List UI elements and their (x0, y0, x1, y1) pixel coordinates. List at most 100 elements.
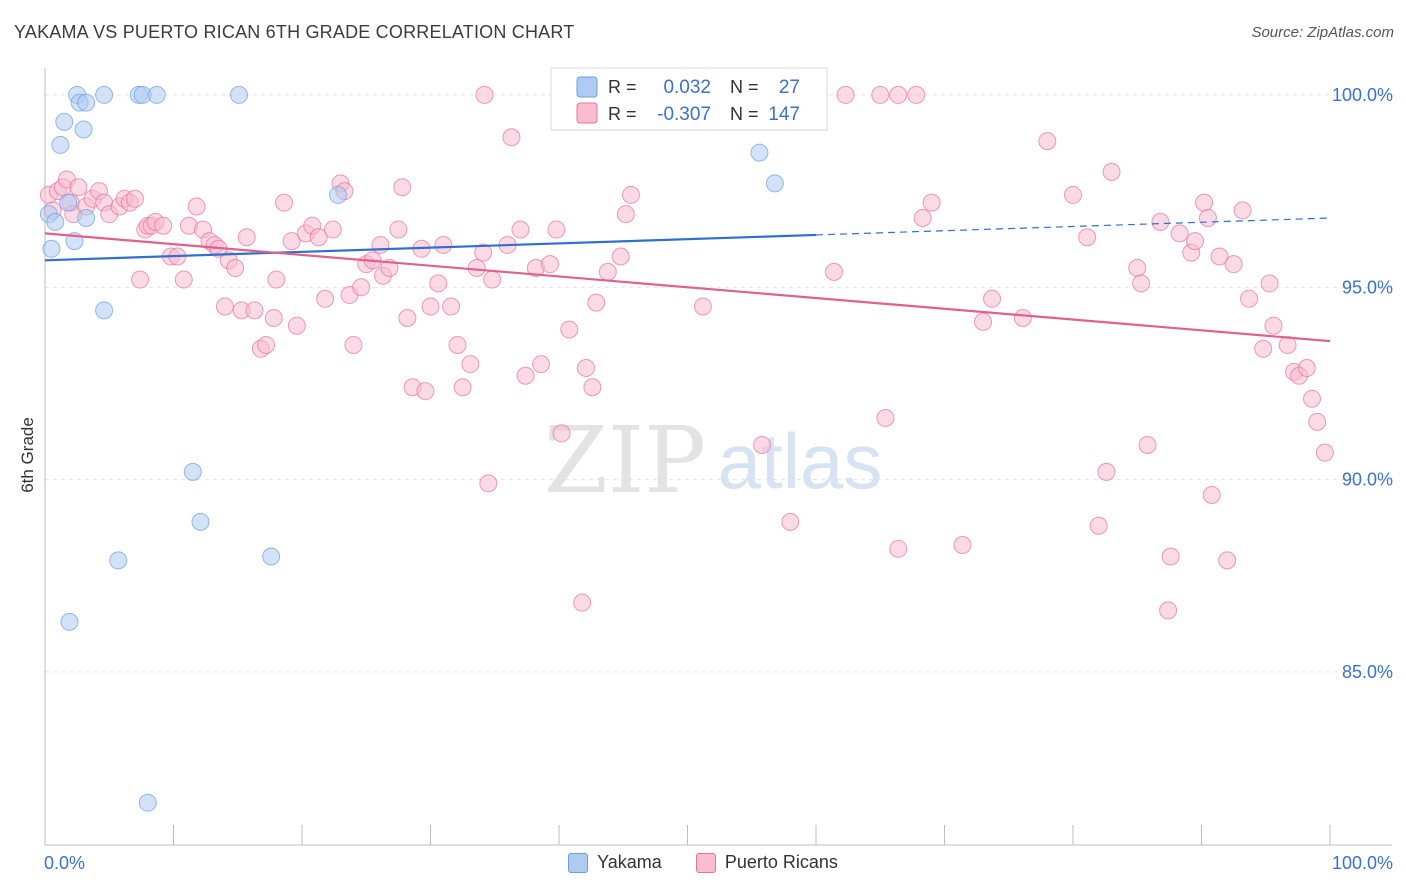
point-yakama-17[interactable] (95, 301, 114, 320)
point-puerto-ricans-133[interactable] (1195, 193, 1214, 212)
point-yakama-15[interactable] (147, 85, 166, 104)
point-puerto-ricans-85[interactable] (547, 220, 566, 239)
point-puerto-ricans-138[interactable] (1224, 255, 1243, 274)
point-puerto-ricans-106[interactable] (836, 85, 855, 104)
point-yakama-5[interactable] (59, 193, 78, 212)
point-puerto-ricans-142[interactable] (1260, 274, 1279, 293)
point-puerto-ricans-72[interactable] (461, 355, 480, 374)
point-puerto-ricans-69[interactable] (442, 297, 461, 316)
point-puerto-ricans-147[interactable] (1297, 359, 1316, 378)
point-yakama-25[interactable] (750, 143, 769, 162)
point-puerto-ricans-132[interactable] (1186, 232, 1205, 251)
point-puerto-ricans-149[interactable] (1308, 412, 1327, 431)
point-puerto-ricans-59[interactable] (380, 259, 399, 278)
point-yakama-12[interactable] (95, 85, 114, 104)
point-puerto-ricans-92[interactable] (598, 262, 617, 281)
point-puerto-ricans-119[interactable] (1064, 185, 1082, 204)
point-yakama-21[interactable] (191, 512, 210, 531)
legend-item-puerto-ricans[interactable]: Puerto Ricans (695, 852, 838, 873)
point-puerto-ricans-150[interactable] (1315, 443, 1334, 462)
point-puerto-ricans-53[interactable] (344, 335, 363, 354)
point-puerto-ricans-124[interactable] (1128, 259, 1147, 278)
point-puerto-ricans-47[interactable] (309, 228, 328, 247)
point-yakama-18[interactable] (109, 551, 128, 570)
point-puerto-ricans-91[interactable] (587, 293, 606, 312)
point-puerto-ricans-104[interactable] (781, 512, 800, 531)
point-puerto-ricans-39[interactable] (257, 335, 276, 354)
point-yakama-10[interactable] (74, 120, 93, 139)
point-puerto-ricans-86[interactable] (552, 424, 571, 443)
point-puerto-ricans-137[interactable] (1218, 551, 1237, 570)
point-yakama-3[interactable] (55, 112, 74, 131)
point-puerto-ricans-117[interactable] (1013, 309, 1032, 328)
point-puerto-ricans-105[interactable] (824, 262, 843, 281)
point-puerto-ricans-136[interactable] (1210, 247, 1229, 266)
point-puerto-ricans-60[interactable] (389, 220, 408, 239)
point-puerto-ricans-95[interactable] (621, 185, 640, 204)
point-puerto-ricans-48[interactable] (316, 289, 335, 308)
point-puerto-ricans-61[interactable] (393, 178, 412, 197)
point-puerto-ricans-67[interactable] (429, 274, 448, 293)
point-puerto-ricans-77[interactable] (475, 85, 494, 104)
point-puerto-ricans-116[interactable] (983, 289, 1002, 308)
point-yakama-24[interactable] (328, 185, 347, 204)
point-puerto-ricans-57[interactable] (371, 235, 390, 254)
point-puerto-ricans-87[interactable] (560, 320, 579, 339)
point-puerto-ricans-79[interactable] (502, 128, 521, 147)
point-yakama-22[interactable] (262, 547, 281, 566)
point-puerto-ricans-103[interactable] (753, 435, 772, 454)
point-puerto-ricans-143[interactable] (1264, 316, 1283, 335)
point-puerto-ricans-37[interactable] (245, 301, 264, 320)
point-puerto-ricans-54[interactable] (352, 278, 371, 297)
point-puerto-ricans-135[interactable] (1202, 485, 1221, 504)
point-puerto-ricans-43[interactable] (282, 232, 301, 251)
point-puerto-ricans-36[interactable] (237, 228, 256, 247)
point-yakama-19[interactable] (60, 612, 79, 631)
point-puerto-ricans-71[interactable] (453, 378, 472, 397)
point-puerto-ricans-81[interactable] (516, 366, 535, 385)
point-puerto-ricans-70[interactable] (448, 335, 467, 354)
point-puerto-ricans-126[interactable] (1138, 435, 1157, 454)
point-puerto-ricans-120[interactable] (1078, 228, 1097, 247)
point-puerto-ricans-130[interactable] (1170, 224, 1189, 243)
point-puerto-ricans-74[interactable] (474, 243, 493, 262)
point-puerto-ricans-114[interactable] (953, 535, 972, 554)
point-puerto-ricans-34[interactable] (226, 259, 245, 278)
point-puerto-ricans-84[interactable] (541, 255, 560, 274)
point-yakama-23[interactable] (138, 793, 157, 812)
point-puerto-ricans-112[interactable] (913, 209, 932, 228)
point-puerto-ricans-148[interactable] (1303, 389, 1322, 408)
point-yakama-1[interactable] (42, 239, 61, 258)
point-puerto-ricans-76[interactable] (483, 270, 502, 289)
point-puerto-ricans-93[interactable] (611, 247, 630, 266)
point-puerto-ricans-90[interactable] (583, 378, 602, 397)
point-puerto-ricans-44[interactable] (287, 316, 306, 335)
point-puerto-ricans-125[interactable] (1132, 274, 1151, 293)
point-puerto-ricans-128[interactable] (1159, 601, 1178, 620)
point-puerto-ricans-65[interactable] (416, 382, 435, 401)
point-puerto-ricans-140[interactable] (1240, 289, 1259, 308)
point-puerto-ricans-113[interactable] (922, 193, 941, 212)
point-yakama-9[interactable] (77, 93, 96, 112)
point-puerto-ricans-127[interactable] (1151, 212, 1170, 231)
point-puerto-ricans-123[interactable] (1102, 162, 1121, 181)
point-yakama-2[interactable] (46, 212, 65, 231)
point-yakama-20[interactable] (183, 462, 202, 481)
point-puerto-ricans-110[interactable] (889, 539, 908, 558)
legend-item-yakama[interactable]: Yakama (568, 852, 662, 873)
point-puerto-ricans-27[interactable] (187, 197, 206, 216)
point-puerto-ricans-107[interactable] (871, 85, 890, 104)
point-puerto-ricans-66[interactable] (421, 297, 440, 316)
point-puerto-ricans-40[interactable] (264, 309, 283, 328)
point-puerto-ricans-121[interactable] (1089, 516, 1108, 535)
point-puerto-ricans-122[interactable] (1097, 462, 1116, 481)
point-puerto-ricans-80[interactable] (511, 220, 530, 239)
point-puerto-ricans-88[interactable] (573, 593, 592, 612)
point-puerto-ricans-94[interactable] (616, 205, 635, 224)
point-puerto-ricans-129[interactable] (1161, 547, 1180, 566)
point-puerto-ricans-111[interactable] (907, 85, 926, 104)
point-puerto-ricans-42[interactable] (275, 193, 294, 212)
point-puerto-ricans-68[interactable] (434, 235, 453, 254)
point-puerto-ricans-22[interactable] (131, 270, 150, 289)
point-puerto-ricans-109[interactable] (876, 409, 895, 428)
